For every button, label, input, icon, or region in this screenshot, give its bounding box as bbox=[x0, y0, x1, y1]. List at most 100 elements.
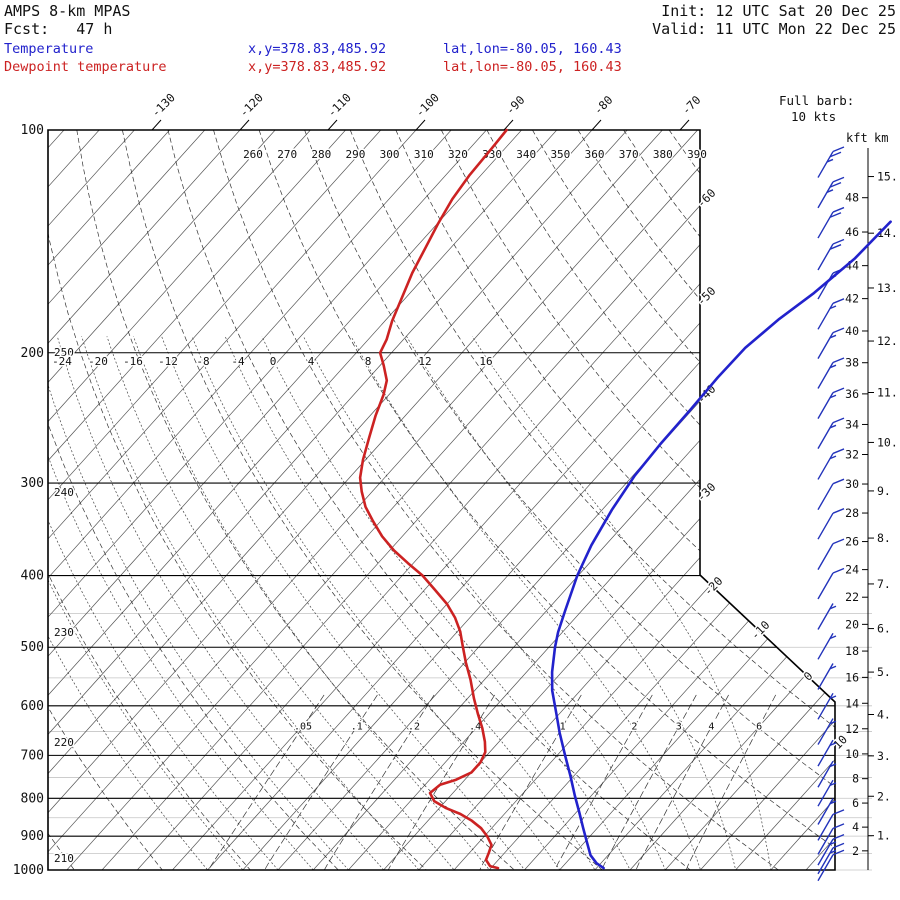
kft-label: 40 bbox=[845, 324, 859, 338]
wind-barb bbox=[817, 538, 845, 570]
legend-temperature-label: Temperature bbox=[4, 41, 93, 57]
kft-label: 32 bbox=[845, 448, 859, 462]
wind-barb-line bbox=[829, 605, 837, 610]
wind-barb-line bbox=[829, 244, 842, 250]
isotherm-line bbox=[48, 130, 593, 870]
theta-top-label: 290 bbox=[346, 148, 366, 161]
moist-adiabat-label: -20 bbox=[88, 355, 108, 368]
wind-barb bbox=[817, 833, 845, 866]
mixing-ratio-line bbox=[263, 694, 378, 870]
wind-barb-line bbox=[829, 334, 837, 339]
wind-barb bbox=[817, 567, 845, 600]
wind-barb-line bbox=[817, 512, 834, 540]
dry-adiabat-line bbox=[213, 130, 779, 870]
pressure-label: 700 bbox=[21, 748, 44, 763]
dry-adiabat-line bbox=[48, 130, 427, 870]
pressure-label: 600 bbox=[21, 699, 44, 714]
moist-adiabat-line bbox=[191, 336, 585, 870]
isotherm-line bbox=[48, 130, 346, 870]
theta-top-label: 380 bbox=[653, 148, 673, 161]
isotherm-line bbox=[136, 130, 804, 870]
kft-label: 8 bbox=[852, 772, 859, 786]
moist-adiabat-label: 8 bbox=[365, 355, 372, 368]
dry-adiabat-line bbox=[48, 130, 339, 870]
isotherm-line bbox=[48, 130, 311, 870]
wind-barb-line bbox=[832, 298, 845, 304]
isotherm-line bbox=[48, 130, 663, 870]
moist-adiabat-line bbox=[48, 336, 377, 870]
barb-legend-line2: 10 kts bbox=[791, 109, 836, 124]
moist-adiabat-line bbox=[350, 336, 720, 870]
theta-top-label: 300 bbox=[380, 148, 400, 161]
wind-barb-line bbox=[832, 508, 845, 514]
model-title: AMPS 8-km MPAS bbox=[4, 2, 130, 20]
wind-barb-line bbox=[832, 833, 845, 840]
kft-label: 12 bbox=[845, 722, 859, 736]
wind-barb-line bbox=[826, 158, 834, 163]
wind-barb bbox=[817, 632, 837, 660]
moist-adiabat-line bbox=[406, 336, 754, 870]
wind-barb-line bbox=[829, 841, 837, 845]
wind-barb-line bbox=[829, 665, 837, 670]
kft-label: 14 bbox=[845, 696, 859, 710]
kft-label: 42 bbox=[845, 292, 859, 306]
theta-top-label: 310 bbox=[414, 148, 434, 161]
wind-barb bbox=[817, 798, 837, 825]
wind-barb-line bbox=[817, 572, 834, 600]
isotherm-line bbox=[312, 130, 835, 870]
mixing-ratio-label: .1 bbox=[351, 722, 363, 733]
kft-label: 10 bbox=[845, 747, 859, 761]
theta-top-label: 270 bbox=[277, 148, 297, 161]
wind-barb-line bbox=[829, 695, 837, 700]
legend-dewpoint-label: Dewpoint temperature bbox=[4, 59, 167, 75]
wind-barb bbox=[817, 718, 837, 745]
wind-barb-line bbox=[832, 176, 845, 183]
wind-barb bbox=[817, 779, 837, 807]
dry-adiabat-line bbox=[395, 130, 835, 870]
kft-axis-title: kft bbox=[846, 131, 868, 145]
wind-barb-line bbox=[829, 394, 837, 399]
kft-label: 24 bbox=[845, 563, 859, 577]
theta-top-label: 330 bbox=[482, 148, 502, 161]
kft-label: 26 bbox=[845, 535, 859, 549]
wind-barb-line bbox=[832, 823, 845, 830]
wind-barb-line bbox=[817, 814, 834, 841]
legend-dewpoint-latlon: lat,lon=-80.05, 160.43 bbox=[443, 59, 622, 75]
isotherm-tick bbox=[151, 119, 162, 131]
isotherm-line bbox=[348, 130, 835, 870]
moist-adiabat-line bbox=[48, 336, 307, 870]
wind-barb-line bbox=[829, 181, 842, 188]
mixing-ratio-line bbox=[323, 694, 435, 870]
wind-barb-line bbox=[832, 842, 845, 849]
wind-barb-line bbox=[829, 151, 842, 158]
dry-adiabat-line bbox=[122, 130, 603, 870]
km-label: 1. bbox=[877, 829, 891, 843]
moist-adiabat-line bbox=[106, 336, 482, 870]
moist-adiabat-line bbox=[81, 336, 447, 870]
wind-barb-line bbox=[832, 146, 845, 153]
dry-adiabat-line bbox=[258, 130, 835, 870]
isotherm-line bbox=[48, 130, 206, 870]
km-label: 15. bbox=[877, 170, 898, 184]
theta-left-label: 250 bbox=[54, 346, 74, 359]
km-label: 8. bbox=[877, 531, 891, 545]
kft-label: 16 bbox=[845, 670, 859, 684]
mixing-ratio-label: 3 bbox=[676, 722, 682, 733]
plot-border bbox=[47, 129, 836, 871]
barb-legend-line1: Full barb: bbox=[779, 93, 854, 108]
isotherm-line bbox=[101, 130, 769, 870]
mixing-ratio-label: .2 bbox=[408, 722, 420, 733]
pressure-label: 100 bbox=[21, 123, 44, 138]
wind-barb-line bbox=[832, 206, 845, 213]
wind-barb bbox=[817, 298, 845, 330]
isotherm-tick bbox=[591, 119, 602, 131]
isotherm-line bbox=[66, 130, 734, 870]
moist-adiabat-line bbox=[261, 336, 652, 870]
mixing-ratio-label: 2 bbox=[631, 722, 637, 733]
wind-barb-line bbox=[829, 305, 837, 310]
pressure-label: 800 bbox=[21, 791, 44, 806]
plot-outline bbox=[47, 129, 836, 871]
kft-label: 48 bbox=[845, 191, 859, 205]
moist-adiabat-label: 16 bbox=[479, 355, 492, 368]
mixing-ratio-line bbox=[635, 694, 729, 870]
